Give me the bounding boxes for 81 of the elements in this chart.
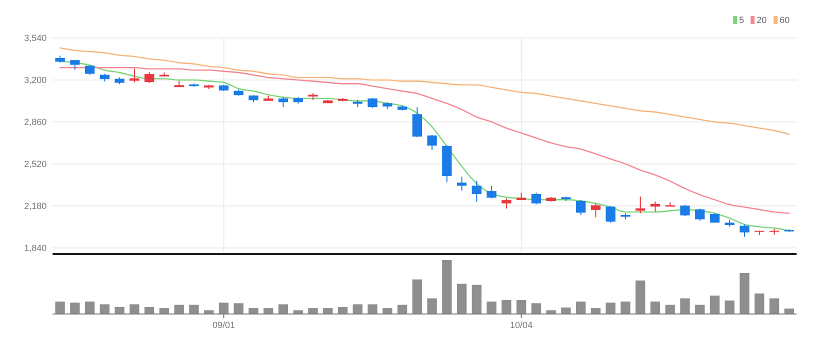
x-tick-label: 09/01 [212, 320, 235, 330]
y-tick-label: 2,520 [24, 159, 47, 170]
bar [531, 303, 542, 314]
bar [114, 306, 124, 314]
bar [218, 302, 229, 314]
y-tick-label: 1,840 [24, 242, 47, 253]
bar [159, 308, 170, 314]
bar [710, 296, 720, 314]
bar [456, 284, 467, 314]
bar [278, 304, 288, 314]
bar [248, 308, 258, 314]
bar [368, 304, 378, 314]
bar [665, 304, 675, 314]
candlestick [472, 180, 482, 202]
bar [352, 304, 362, 314]
bar [769, 298, 780, 314]
candlestick [456, 176, 467, 192]
bar [724, 300, 734, 314]
bar [130, 304, 140, 314]
bar [740, 272, 750, 314]
bar [472, 284, 482, 314]
candlestick [502, 198, 512, 209]
bar [397, 304, 408, 314]
y-tick-label: 3,200 [24, 75, 47, 86]
candlestick [278, 96, 288, 108]
bar [590, 308, 601, 314]
bar [174, 304, 184, 314]
bar [308, 308, 318, 314]
bar [502, 300, 512, 314]
candlestick [606, 205, 616, 224]
bar [650, 302, 660, 314]
bar [204, 310, 214, 314]
candlestick [84, 64, 95, 76]
legend-label: 20 [756, 15, 767, 26]
bar [486, 302, 496, 314]
bar [338, 306, 348, 314]
bar [427, 298, 437, 314]
bar [516, 300, 526, 314]
bar [636, 280, 646, 314]
bar [55, 302, 65, 314]
bar [323, 308, 333, 314]
bar [144, 306, 154, 314]
candlestick [695, 208, 705, 222]
bar [695, 304, 705, 314]
candlestick [576, 199, 586, 216]
y-tick-label: 2,860 [24, 117, 47, 128]
bar [754, 293, 764, 314]
x-tick-label: 10/04 [510, 320, 533, 330]
bar [234, 303, 244, 314]
candlestick [427, 134, 437, 150]
candlestick [368, 97, 378, 108]
bar [620, 302, 630, 314]
candlestick [70, 60, 80, 70]
candlestick [680, 204, 690, 216]
candlestick [531, 192, 542, 205]
bar [576, 302, 586, 314]
y-tick-label: 3,540 [24, 33, 47, 44]
bar [561, 308, 571, 314]
candlestick [412, 106, 422, 138]
bar [784, 308, 794, 314]
candlestick [486, 185, 496, 199]
bar [546, 310, 556, 314]
y-tick-label: 2,180 [24, 201, 47, 212]
candlestick [144, 72, 154, 84]
line-series [59, 47, 790, 135]
candlestick [740, 224, 750, 238]
candlestick [590, 202, 601, 218]
candlestick [650, 201, 660, 212]
bar [100, 304, 110, 314]
bar [442, 260, 452, 314]
bar [293, 310, 303, 314]
bar [264, 308, 274, 314]
bar [84, 302, 95, 314]
bar [412, 279, 422, 314]
bar [606, 302, 616, 314]
legend-label: 5 [739, 15, 744, 26]
bar [680, 298, 690, 314]
bar [382, 308, 392, 314]
bar [70, 302, 80, 314]
legend-label: 60 [780, 15, 790, 26]
bar [189, 304, 199, 314]
